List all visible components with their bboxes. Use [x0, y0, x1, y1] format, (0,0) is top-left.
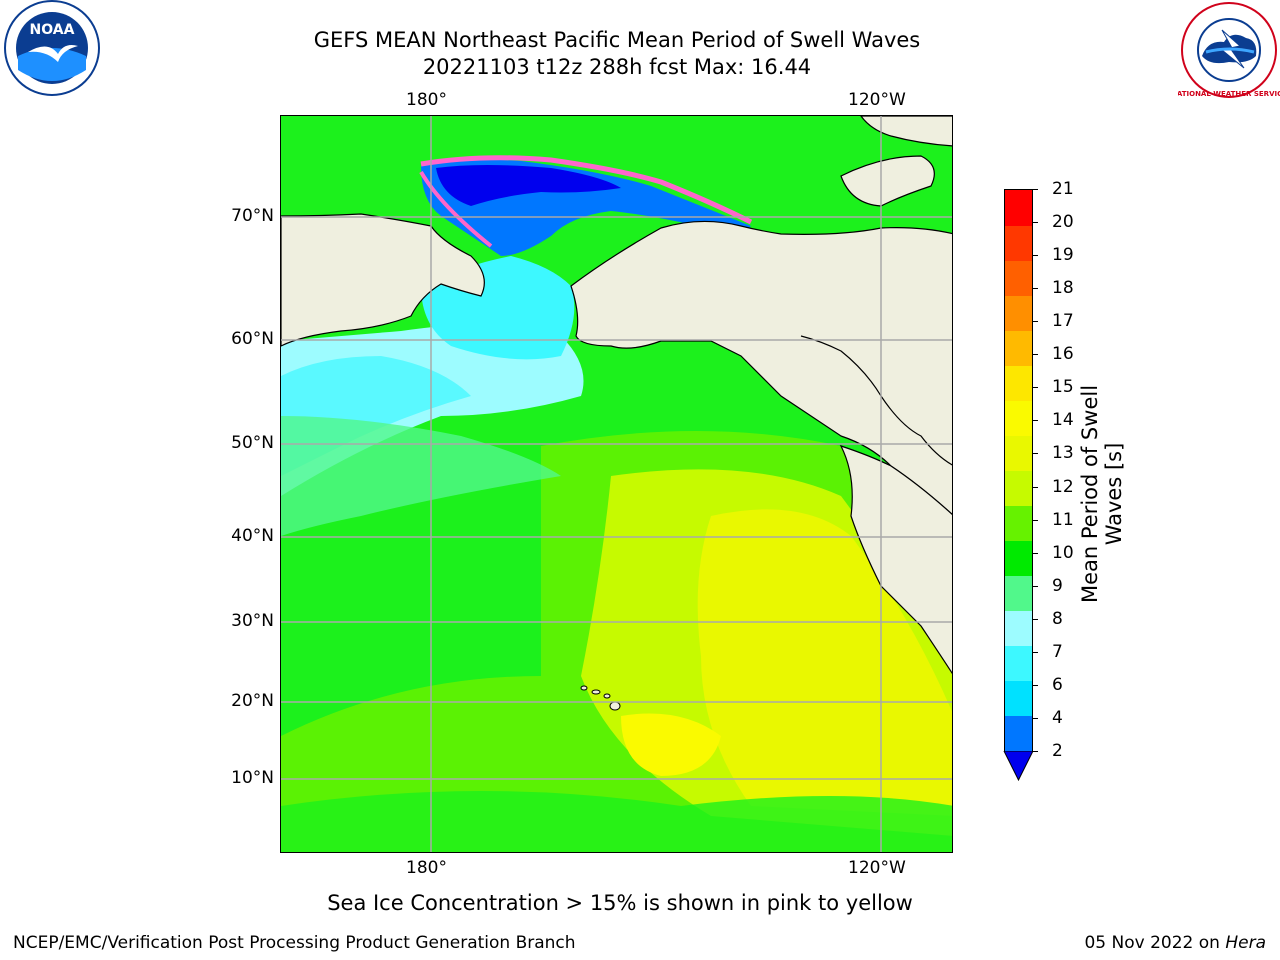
colorbar-tick: [1032, 618, 1038, 620]
arctic-region-below-2: [436, 165, 621, 206]
colorbar-segment: [1005, 540, 1032, 577]
colorbar-tick-label: 12: [1052, 476, 1074, 497]
footer-credit: NCEP/EMC/Verification Post Processing Pr…: [13, 933, 576, 953]
sea-ice-edge-west: [419, 170, 493, 248]
colorbar-tick: [1032, 486, 1038, 488]
colorbar-tick: [1032, 222, 1038, 224]
colorbar-segment: [1005, 470, 1032, 507]
colorbar-tick: [1032, 684, 1038, 686]
colorbar-segment: [1005, 365, 1032, 401]
lat-label-30n: 30°N: [231, 611, 274, 631]
colorbar-tick-label: 14: [1052, 410, 1074, 431]
colorbar-tick-label: 2: [1052, 741, 1063, 761]
map-panel: [280, 115, 953, 853]
colorbar-segment: [1005, 330, 1032, 366]
sea-ice-edge: [420, 155, 753, 225]
colorbar-title: Mean Period of Swell Waves [s]: [1078, 384, 1126, 604]
colorbar-segment: [1005, 225, 1032, 261]
colorbar: [1004, 189, 1033, 752]
sea-ice-note-text: Sea Ice Concentration > 15% is shown in …: [327, 891, 913, 915]
land-arctic-north: [860, 116, 952, 147]
colorbar-tick: [1032, 651, 1038, 653]
colorbar-tick-label: 4: [1052, 707, 1063, 728]
colorbar-segment: [1005, 575, 1032, 612]
footer-host: Hera: [1225, 933, 1266, 953]
lat-label-50n: 50°N: [231, 433, 274, 453]
colorbar-tick: [1032, 519, 1038, 521]
colorbar-tick: [1032, 189, 1038, 190]
colorbar-tick-label: 21: [1052, 179, 1074, 199]
colorbar-tick-label: 8: [1052, 608, 1063, 629]
colorbar-tick-label: 10: [1052, 542, 1074, 563]
ocean-region-13-14: [697, 509, 952, 816]
colorbar-segment: [1005, 295, 1032, 331]
colorbar-tick-label: 15: [1052, 377, 1074, 398]
nws-logo: NATIONAL WEATHER SERVICE: [1171, 0, 1280, 104]
colorbar-tick: [1032, 354, 1038, 356]
sea-ice-note: Sea Ice Concentration > 15% is shown in …: [0, 891, 1280, 915]
colorbar-tick-label: 20: [1052, 212, 1074, 233]
colorbar-segment: [1005, 260, 1032, 296]
colorbar-segment: [1005, 680, 1032, 717]
colorbar-segment: [1005, 190, 1032, 226]
colorbar-tick-label: 9: [1052, 575, 1063, 596]
map-subtitle: 20221103 t12z 288h fcst Max: 16.44: [422, 55, 812, 79]
noaa-logo-text: NOAA: [30, 22, 75, 38]
colorbar-tick-label: 18: [1052, 278, 1074, 299]
colorbar-tick-label: 16: [1052, 344, 1074, 365]
hawaii-islands: [580, 685, 621, 711]
lat-label-10n: 10°N: [231, 768, 274, 788]
colorbar-tick: [1032, 420, 1038, 422]
graticule: [281, 116, 952, 852]
footer-date-text: 05 Nov 2022 on: [1084, 933, 1226, 953]
colorbar-segment: [1005, 505, 1032, 542]
colorbar-segment: [1005, 435, 1032, 471]
lon-label-top-120w: 120°W: [848, 90, 906, 110]
colorbar-tick: [1032, 288, 1038, 290]
lat-label-20n: 20°N: [231, 691, 274, 711]
map-title: GEFS MEAN Northeast Pacific Mean Period …: [313, 28, 921, 52]
colorbar-tick: [1032, 255, 1038, 257]
colorbar-tick-label: 7: [1052, 641, 1063, 662]
colorbar-tick: [1032, 585, 1038, 587]
ocean-south-band: [281, 791, 952, 852]
ocean-region-14-15: [621, 713, 721, 776]
lon-label-bottom-180: 180°: [406, 858, 447, 878]
swell-period-map: [281, 116, 952, 852]
colorbar-tick-label: 11: [1052, 509, 1074, 530]
colorbar-segment: [1005, 610, 1032, 647]
ocean-region-9-10: [281, 416, 561, 536]
nws-logo-text: NATIONAL WEATHER SERVICE: [1178, 90, 1280, 98]
colorbar-tick: [1032, 717, 1038, 719]
lat-label-60n: 60°N: [231, 329, 274, 349]
colorbar-tick-label: 17: [1052, 311, 1074, 332]
lat-label-70n: 70°N: [231, 206, 274, 226]
footer-date: 05 Nov 2022 on Hera: [1084, 933, 1266, 953]
colorbar-segment: [1005, 400, 1032, 436]
land-arctic-island: [840, 155, 935, 207]
colorbar-tick: [1032, 321, 1038, 323]
lon-label-bottom-120w: 120°W: [848, 858, 906, 878]
colorbar-segment: [1005, 715, 1032, 752]
colorbar-tick: [1032, 453, 1038, 455]
colorbar-tick: [1032, 387, 1038, 389]
lon-label-top-180: 180°: [406, 90, 447, 110]
colorbar-extend-arrow: [1003, 751, 1034, 781]
colorbar-tick-label: 13: [1052, 443, 1074, 464]
colorbar-segment: [1005, 645, 1032, 682]
noaa-logo: NOAA: [0, 0, 104, 104]
colorbar-tick-label: 19: [1052, 245, 1074, 266]
lat-label-40n: 40°N: [231, 526, 274, 546]
colorbar-tick: [1032, 552, 1038, 554]
colorbar-tick-label: 6: [1052, 674, 1063, 695]
colorbar-tick: [1032, 751, 1038, 752]
